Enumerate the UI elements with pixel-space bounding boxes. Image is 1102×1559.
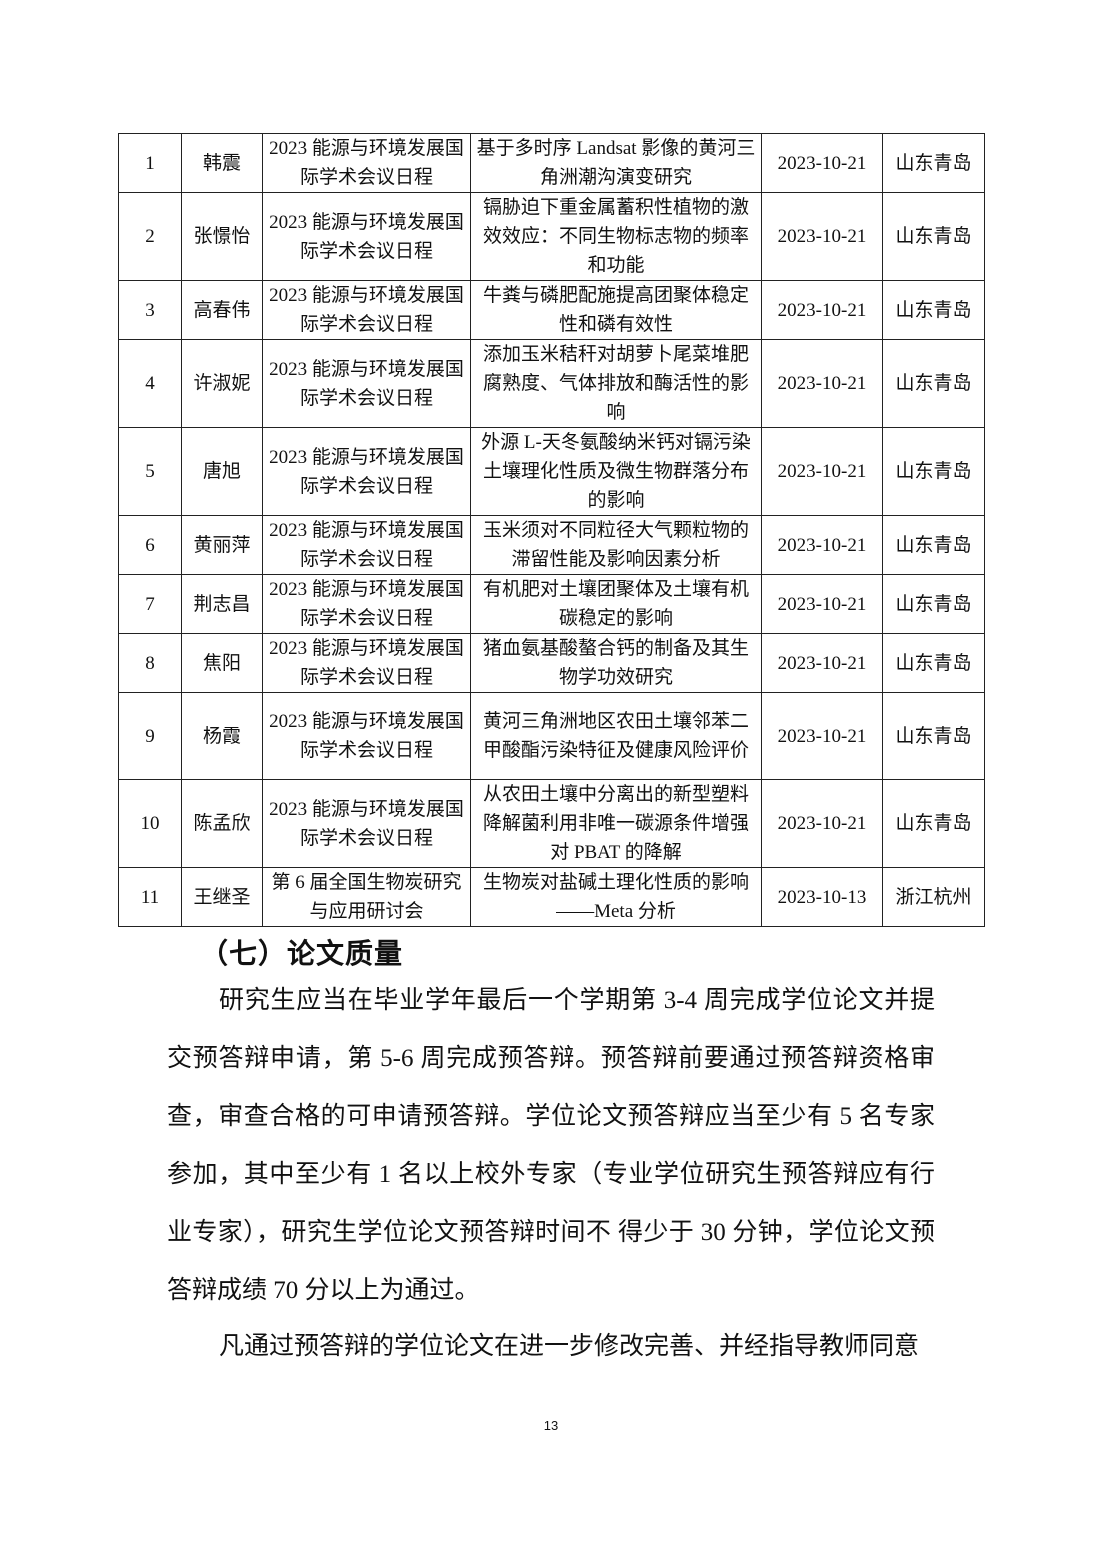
author-name: 荆志昌 (181, 574, 263, 634)
conference-location: 浙江杭州 (882, 867, 985, 927)
row-number: 4 (118, 339, 182, 428)
author-name: 陈孟欣 (181, 779, 263, 868)
table-row: 11 王继圣第 6 届全国生物炭研究与应用研讨会 生物炭对盐碱土理化性质的影响——M… (118, 867, 985, 927)
author-name: 张憬怡 (181, 192, 263, 281)
row-number: 7 (118, 574, 182, 634)
conference-table: 1 韩震 2023 能源与环境发展国际学术会议日程 基于多时序 Landsat 影像的… (118, 133, 985, 927)
conference-date: 2023-10-21 (761, 192, 883, 281)
row-number: 2 (118, 192, 182, 281)
table-row: 9 杨霞 2023 能源与环境发展国际学术会议日程 黄河三角洲地区农田土壤邻苯二甲酸酯… (118, 692, 985, 780)
paper-title: 生物炭对盐碱土理化性质的影响——Meta 分析 (470, 867, 762, 927)
conference-date: 2023-10-13 (761, 867, 883, 927)
conference-location: 山东青岛 (882, 280, 985, 340)
conference-location: 山东青岛 (882, 133, 985, 193)
paper-title: 镉胁迫下重金属蓄积性植物的激效效应：不同生物标志物的频率和功能 (470, 192, 762, 281)
row-number: 5 (118, 427, 182, 516)
author-name: 唐旭 (181, 427, 263, 516)
conference-date: 2023-10-21 (761, 779, 883, 868)
conference-location: 山东青岛 (882, 692, 985, 780)
table-row: 2 张憬怡 2023 能源与环境发展国际学术会议日程 镉胁迫下重金属蓄积性植物的激效效… (118, 192, 985, 281)
conference-name: 2023 能源与环境发展国际学术会议日程 (262, 280, 471, 340)
table-row: 10 陈孟欣 2023 能源与环境发展国际学术会议日程 从农田土壤中分离出的新型塑料降… (118, 779, 985, 868)
section-heading: （七）论文质量 (200, 937, 404, 970)
conference-date: 2023-10-21 (761, 280, 883, 340)
row-number: 1 (118, 133, 182, 193)
author-name: 许淑妮 (181, 339, 263, 428)
paper-title: 黄河三角洲地区农田土壤邻苯二甲酸酯污染特征及健康风险评价 (470, 692, 762, 780)
conference-location: 山东青岛 (882, 339, 985, 428)
table-row: 4 许淑妮 2023 能源与环境发展国际学术会议日程 添加玉米秸秆对胡萝卜尾菜堆肥腐熟… (118, 339, 985, 428)
author-name: 王继圣 (181, 867, 263, 927)
conference-location: 山东青岛 (882, 633, 985, 693)
table-row: 8 焦阳 2023 能源与环境发展国际学术会议日程 猪血氨基酸螯合钙的制备及其生物学功… (118, 633, 985, 693)
conference-name: 2023 能源与环境发展国际学术会议日程 (262, 427, 471, 516)
table-row: 5 唐旭 2023 能源与环境发展国际学术会议日程 外源 L-天冬氨酸纳米钙对镉污染土… (118, 427, 985, 516)
row-number: 10 (118, 779, 182, 868)
row-number: 6 (118, 515, 182, 575)
table-row: 7 荆志昌 2023 能源与环境发展国际学术会议日程 有机肥对土壤团聚体及土壤有机碳稳… (118, 574, 985, 634)
row-number: 3 (118, 280, 182, 340)
paper-title: 外源 L-天冬氨酸纳米钙对镉污染土壤理化性质及微生物群落分布的影响 (470, 427, 762, 516)
conference-name: 2023 能源与环境发展国际学术会议日程 (262, 133, 471, 193)
conference-location: 山东青岛 (882, 779, 985, 868)
author-name: 韩震 (181, 133, 263, 193)
conference-name: 2023 能源与环境发展国际学术会议日程 (262, 515, 471, 575)
conference-location: 山东青岛 (882, 192, 985, 281)
paper-title: 添加玉米秸秆对胡萝卜尾菜堆肥腐熟度、气体排放和酶活性的影响 (470, 339, 762, 428)
conference-name: 第 6 届全国生物炭研究与应用研讨会 (262, 867, 471, 927)
conference-date: 2023-10-21 (761, 574, 883, 634)
conference-name: 2023 能源与环境发展国际学术会议日程 (262, 779, 471, 868)
author-name: 高春伟 (181, 280, 263, 340)
conference-location: 山东青岛 (882, 427, 985, 516)
row-number: 8 (118, 633, 182, 693)
paper-title: 玉米须对不同粒径大气颗粒物的滞留性能及影响因素分析 (470, 515, 762, 575)
paragraph: 研究生应当在毕业学年最后一个学期第 3-4 周完成学位论文并提交预答辩申请，第 … (167, 987, 935, 1304)
author-name: 杨霞 (181, 692, 263, 780)
conference-date: 2023-10-21 (761, 515, 883, 575)
paper-title: 有机肥对土壤团聚体及土壤有机碳稳定的影响 (470, 574, 762, 634)
conference-location: 山东青岛 (882, 515, 985, 575)
conference-date: 2023-10-21 (761, 133, 883, 193)
paper-title: 牛粪与磷肥配施提高团聚体稳定性和磷有效性 (470, 280, 762, 340)
row-number: 11 (118, 867, 182, 927)
conference-date: 2023-10-21 (761, 427, 883, 516)
paper-title: 猪血氨基酸螯合钙的制备及其生物学功效研究 (470, 633, 762, 693)
table-row: 6 黄丽萍 2023 能源与环境发展国际学术会议日程 玉米须对不同粒径大气颗粒物的滞留… (118, 515, 985, 575)
author-name: 焦阳 (181, 633, 263, 693)
table-row: 3 高春伟 2023 能源与环境发展国际学术会议日程 牛粪与磷肥配施提高团聚体稳定性和… (118, 280, 985, 340)
conference-name: 2023 能源与环境发展国际学术会议日程 (262, 633, 471, 693)
page-number: 13 (543, 1418, 559, 1433)
paragraph: 凡通过预答辩的学位论文在进一步修改完善、并经指导教师同意 (219, 1333, 920, 1360)
author-name: 黄丽萍 (181, 515, 263, 575)
row-number: 9 (118, 692, 182, 780)
conference-name: 2023 能源与环境发展国际学术会议日程 (262, 692, 471, 780)
conference-name: 2023 能源与环境发展国际学术会议日程 (262, 192, 471, 281)
paper-title: 从农田土壤中分离出的新型塑料降解菌利用非唯一碳源条件增强对 PBAT 的降解 (470, 779, 762, 868)
conference-name: 2023 能源与环境发展国际学术会议日程 (262, 574, 471, 634)
conference-date: 2023-10-21 (761, 633, 883, 693)
conference-location: 山东青岛 (882, 574, 985, 634)
conference-date: 2023-10-21 (761, 339, 883, 428)
conference-name: 2023 能源与环境发展国际学术会议日程 (262, 339, 471, 428)
table-row: 1 韩震 2023 能源与环境发展国际学术会议日程 基于多时序 Landsat 影像的… (118, 133, 985, 193)
conference-date: 2023-10-21 (761, 692, 883, 780)
paper-title: 基于多时序 Landsat 影像的黄河三角洲潮沟演变研究 (470, 133, 762, 193)
